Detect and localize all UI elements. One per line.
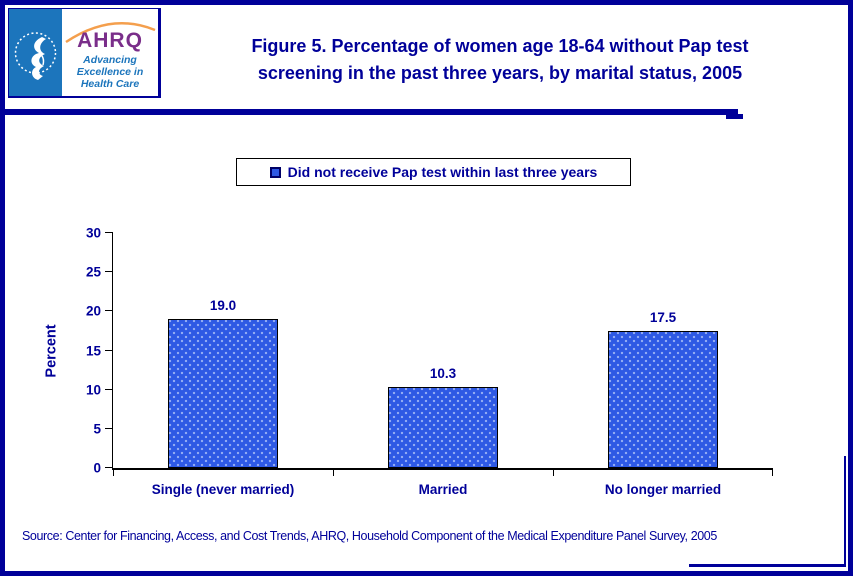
header-divider-shadow — [726, 114, 743, 119]
figure-title: Figure 5. Percentage of women age 18-64 … — [165, 33, 835, 87]
chart-bar — [608, 330, 718, 468]
category-label: Married — [418, 482, 468, 497]
inner-border-frame — [689, 456, 846, 567]
y-tick-mark — [105, 271, 113, 273]
chart-bar — [388, 387, 498, 468]
y-tick-mark — [105, 232, 113, 233]
hhs-seal-icon — [14, 31, 57, 80]
x-tick-mark — [772, 470, 773, 476]
plot-area: 0 5 10 15 20 25 30 19.0 Single (never married) 10… — [86, 226, 773, 497]
y-tick-mark — [105, 310, 113, 312]
y-tick-mark — [105, 349, 113, 351]
y-tick-mark — [105, 467, 113, 468]
y-tick-label: 10 — [85, 382, 101, 398]
x-tick-mark — [553, 470, 554, 476]
legend-swatch-icon — [269, 166, 281, 178]
y-tick-label: 25 — [85, 264, 101, 280]
x-tick-mark — [333, 470, 334, 476]
y-tick-mark — [105, 427, 113, 429]
ahrq-logo-text: AHRQ — [77, 28, 143, 52]
y-tick-label: 0 — [93, 460, 101, 476]
category-label: Single (never married) — [151, 482, 295, 497]
hhs-seal-panel — [9, 9, 62, 96]
ahrq-tagline: Advancing Excellence in Health Care — [77, 54, 144, 90]
y-tick-label: 15 — [85, 343, 101, 358]
ahrq-arc-icon — [64, 21, 155, 43]
y-tick-label: 20 — [85, 303, 101, 319]
header-divider-bar — [5, 109, 738, 115]
bar-value-label: 19.0 — [209, 298, 237, 314]
figure-title-line1: Figure 5. Percentage of women age 18-64 … — [251, 36, 749, 56]
figure-title-line2: screening in the past three years, by ma… — [257, 63, 743, 83]
chart-bar — [168, 319, 278, 468]
bar-value-label: 10.3 — [429, 366, 457, 382]
agency-logo-box: AHRQ Advancing Excellence in Health Care — [8, 8, 161, 98]
y-tick-label: 5 — [93, 421, 101, 437]
chart-legend: Did not receive Pap test within last thr… — [236, 158, 631, 186]
ahrq-tagline-line2: Excellence in — [76, 65, 144, 78]
y-tick-label: 30 — [85, 225, 101, 241]
x-tick-mark — [113, 470, 114, 476]
source-note: Source: Center for Financing, Access, an… — [22, 529, 717, 543]
ahrq-tagline-line3: Health Care — [80, 77, 140, 90]
legend-label: Did not receive Pap test within last thr… — [287, 164, 598, 180]
bar-value-label: 17.5 — [649, 309, 677, 325]
category-label: No longer married — [604, 482, 722, 497]
y-tick-mark — [105, 388, 113, 390]
ahrq-logo: AHRQ Advancing Excellence in Health Care — [62, 9, 158, 96]
ahrq-tagline-line1: Advancing — [83, 53, 137, 66]
